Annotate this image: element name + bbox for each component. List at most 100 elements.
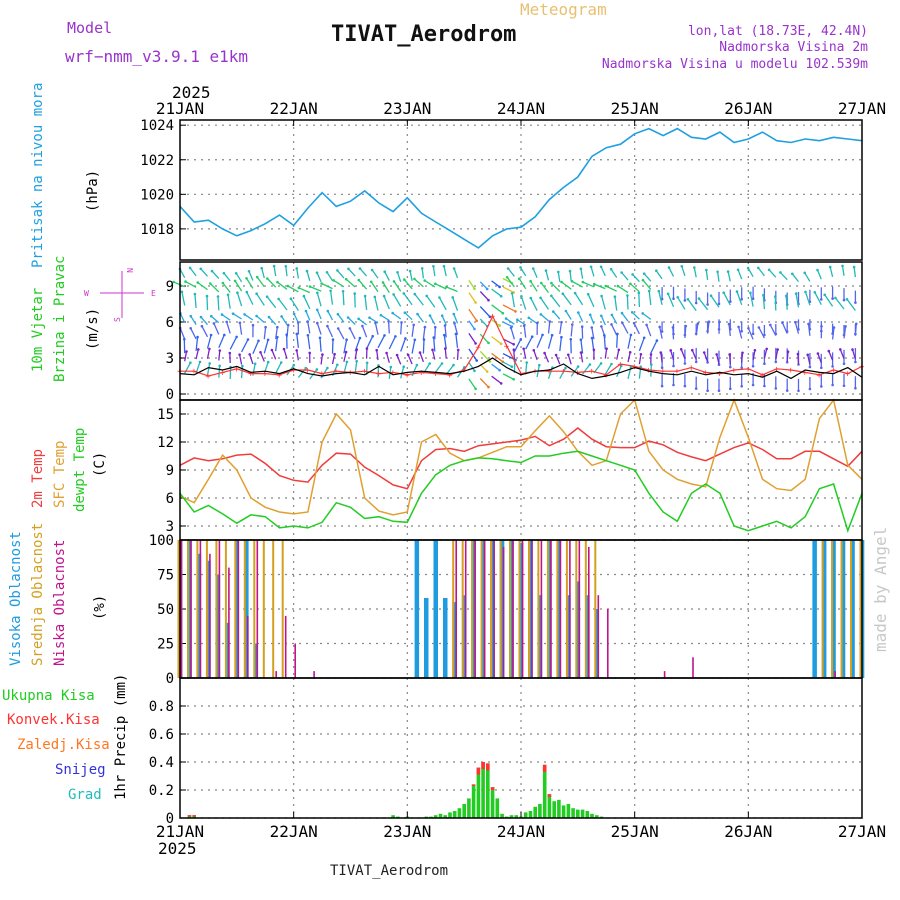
legend-conv-rain: Konvek.Kisa [7,712,100,728]
wind-arrow [429,315,436,325]
wind-arrow [642,279,652,290]
wind-arrow-head [694,387,698,390]
precip-total-bar [391,815,395,818]
wind-arrow [807,354,811,365]
wind-arrow-head [318,336,322,340]
wind-arrow-head [538,363,541,367]
cloud-low-bar [588,546,590,678]
wind-arrow [173,281,185,288]
precip-total-bar [576,809,580,818]
wind-arrow [547,335,553,349]
cloud-low-bar [180,540,183,678]
wind-arrow [221,314,231,321]
wind-arrow [559,322,563,335]
wind-arrow-head [208,362,211,365]
wind-arrow-head [295,349,299,352]
wind-arrow-head [820,366,823,370]
wind-arrow-head [336,312,340,316]
wind-gust-marker: + [220,368,226,378]
wind-arrow-head [530,335,534,339]
wind-arrow-head [536,321,539,325]
wind-arrow [336,269,345,279]
precip-conv-bar [490,787,495,790]
precip-ytick-label: 0.2 [149,783,174,799]
cloud-high-bar [215,574,221,678]
precip-total-bar [443,815,447,818]
wind-arrow-head [473,287,476,291]
wind-arrow [337,328,345,340]
wind-arrow [403,293,413,306]
wind-arrow-head [452,267,456,270]
wind-arrow-head [641,312,644,315]
wind-arrow-head [642,336,646,340]
precip-total-bar [571,808,575,818]
wind-arrow [468,320,476,330]
wind-arrow-head [794,292,798,295]
wind-arrow [444,348,447,359]
wind-arrow [561,281,572,290]
wind-arrow-head [522,324,526,328]
cloud-low-bar [294,643,296,678]
wind-arrow [422,327,426,340]
cloud-mid-bar [528,540,530,678]
wind-arrow-head [573,291,577,295]
wind-arrow [316,272,322,283]
wind-arrow-head [210,314,213,318]
wind-arrow-head [443,333,446,337]
wind-arrow-head [560,280,563,284]
wind-arrow-head [422,338,426,341]
precip-total-bar [552,801,556,818]
wind-arrow [217,296,220,311]
wind-arrow [627,352,631,363]
wind-arrow [256,276,265,288]
wind-arrow-head [550,294,553,298]
wind-arrow-head [672,297,675,301]
wind-arrow [567,354,572,365]
wind-arrow-head [839,348,842,351]
wind-arrow-head [443,324,447,327]
cloud-mid-bar [556,540,559,678]
wind-arrow-head [412,323,416,327]
wind-arrow-head [706,389,709,393]
wind-arrow-head [694,360,698,364]
wind-gust-marker: + [262,370,268,380]
wind-arrow-head [266,338,270,342]
wind-gust-line [180,314,863,377]
wind-arrow-head [336,327,340,330]
wind-arrow-head [245,290,249,294]
wind-arrow-head [686,298,690,301]
wind-arrow-head [185,350,188,353]
cloud-high-bar [594,609,599,678]
x-tick-label-bottom: 27JAN [838,822,886,841]
wind-arrow [824,294,834,307]
wind-arrow-head [445,285,448,289]
wind-arrow-head [485,370,489,373]
wind-arrow [206,348,211,359]
wind-arrow-head [264,325,267,329]
wind-arrow-head [231,312,235,316]
cloud-mid-bar [215,540,218,678]
cloud-high-bar [414,540,420,678]
x-tick-label-top: 23JAN [383,99,431,118]
wind-arrow-head [660,366,664,370]
wind-arrow [320,354,324,365]
wind-arrow-head [609,267,613,271]
wind-arrow-head [564,366,567,370]
wind-arrow-head [348,327,352,330]
wind-arrow [396,272,402,283]
wind-arrow-head [210,269,214,273]
wind-arrow [218,365,221,378]
wind-arrow-head [813,291,817,294]
wind-arrow-head [715,353,718,356]
wind-arrow [727,271,731,282]
model-name: wrf−nmm_v3.9.1 e1km [65,47,249,66]
wind-arrow-head [222,271,226,275]
wind-arrow-head [209,333,213,337]
wind-arrow-head [316,291,319,295]
wind-arrow [605,285,617,292]
wind-arrow [266,278,277,288]
wind-arrow [638,354,642,365]
precip-conv-bar [471,784,476,786]
wind-arrow-head [579,267,583,271]
